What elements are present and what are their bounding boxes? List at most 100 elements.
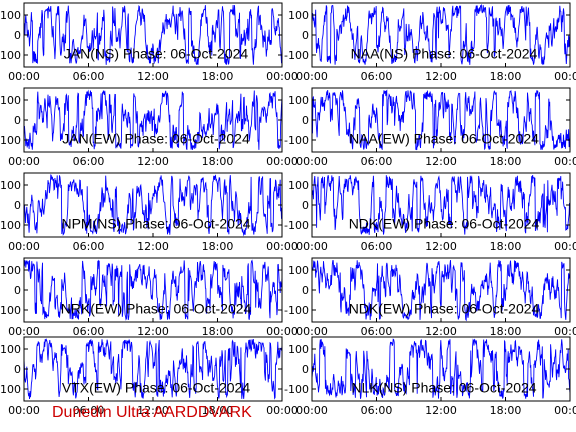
- phase-panel: 100 0 -100 00:00 06:00 12:00 18:00 00:00 NPM(NS)…: [0, 172, 298, 253]
- phase-panel: 100 0 -100 00:00 06:00 12:00 18:00 00:00 NLK(NS)…: [284, 336, 576, 417]
- y-tick-label: -100: [284, 219, 309, 232]
- x-tick-label: 00:00: [554, 70, 576, 83]
- y-tick-label: 0: [302, 29, 309, 42]
- x-tick-label: 18:00: [202, 404, 234, 417]
- footer-credit: Dunedin Ultra AARDDVARK: [52, 404, 252, 421]
- y-tick-label: -100: [0, 49, 21, 62]
- phase-panel: 100 0 -100 00:00 06:00 12:00 18:00 00:00 JAN(EW)…: [0, 87, 298, 168]
- y-tick-label: 100: [0, 264, 21, 277]
- y-tick-label: 0: [14, 363, 21, 376]
- y-tick-label: -100: [0, 383, 21, 396]
- phase-panel: 100 0 -100 00:00 06:00 12:00 18:00 00:00 NRK(EW)…: [0, 257, 298, 338]
- panel-title: NAA(EW) Phase: 06-Oct-2024: [349, 131, 539, 147]
- y-tick-label: -100: [284, 383, 309, 396]
- y-tick-label: -100: [284, 49, 309, 62]
- y-tick-label: 100: [288, 264, 309, 277]
- y-tick-label: 100: [0, 343, 21, 356]
- phase-series-line: [312, 175, 570, 235]
- x-tick-label: 12:00: [425, 325, 457, 338]
- y-tick-label: 100: [0, 9, 21, 22]
- phase-series-line: [24, 338, 282, 400]
- panel-title: NLK(NS) Phase: 06-Oct-2024: [351, 380, 536, 396]
- y-tick-label: 0: [302, 114, 309, 127]
- y-tick-label: 0: [14, 199, 21, 212]
- x-tick-label: 18:00: [202, 325, 234, 338]
- x-tick-label: 06:00: [73, 70, 105, 83]
- x-tick-label: 12:00: [425, 70, 457, 83]
- panel-title: NAA(NS) Phase: 06-Oct-2024: [351, 46, 538, 62]
- x-tick-label: 00:00: [8, 404, 40, 417]
- phase-series-line: [24, 174, 282, 237]
- y-tick-label: -100: [0, 219, 21, 232]
- y-tick-label: 0: [14, 114, 21, 127]
- phase-panel: 100 0 -100 00:00 06:00 12:00 18:00 00:00 NDK(EW)…: [284, 172, 576, 253]
- x-tick-label: 06:00: [73, 240, 105, 253]
- y-tick-label: -100: [284, 304, 309, 317]
- x-tick-label: 00:00: [266, 240, 298, 253]
- phase-panel: 100 0 -100 00:00 06:00 12:00 18:00 00:00 JAN(NS)…: [0, 2, 298, 83]
- x-tick-label: 00:00: [266, 155, 298, 168]
- x-tick-label: 00:00: [266, 70, 298, 83]
- x-tick-label: 00:00: [266, 404, 298, 417]
- x-tick-label: 00:00: [554, 240, 576, 253]
- x-tick-label: 12:00: [137, 155, 169, 168]
- x-tick-label: 00:00: [8, 240, 40, 253]
- y-tick-label: 0: [14, 29, 21, 42]
- x-tick-label: 00:00: [296, 404, 328, 417]
- panel-title: NPM(NS) Phase: 06-Oct-2024: [61, 216, 250, 232]
- phase-series-line: [24, 89, 282, 151]
- x-tick-label: 06:00: [361, 70, 393, 83]
- y-tick-label: -100: [0, 134, 21, 147]
- y-tick-label: 100: [0, 179, 21, 192]
- x-tick-label: 00:00: [296, 240, 328, 253]
- x-tick-label: 18:00: [202, 70, 234, 83]
- y-tick-label: 0: [302, 363, 309, 376]
- x-tick-label: 06:00: [361, 155, 393, 168]
- x-tick-label: 00:00: [296, 70, 328, 83]
- x-tick-label: 06:00: [73, 404, 105, 417]
- y-tick-label: 100: [288, 9, 309, 22]
- x-tick-label: 18:00: [490, 404, 522, 417]
- x-tick-label: 18:00: [490, 155, 522, 168]
- x-tick-label: 12:00: [137, 325, 169, 338]
- y-tick-label: 0: [302, 284, 309, 297]
- x-tick-label: 00:00: [8, 325, 40, 338]
- x-tick-label: 00:00: [554, 404, 576, 417]
- x-tick-label: 00:00: [296, 325, 328, 338]
- phase-panel: 100 0 -100 00:00 06:00 12:00 18:00 00:00 NAA(EW)…: [284, 87, 576, 168]
- y-tick-label: 100: [288, 179, 309, 192]
- x-tick-label: 00:00: [554, 325, 576, 338]
- phase-series-line: [312, 338, 570, 399]
- x-tick-label: 06:00: [73, 325, 105, 338]
- y-tick-label: 100: [288, 94, 309, 107]
- phase-series-line: [312, 3, 570, 66]
- x-tick-label: 18:00: [490, 240, 522, 253]
- x-tick-label: 00:00: [8, 155, 40, 168]
- x-tick-label: 12:00: [425, 240, 457, 253]
- phase-series-line: [24, 259, 282, 321]
- x-tick-label: 18:00: [202, 155, 234, 168]
- panel-title: NRK(EW) Phase: 06-Oct-2024: [61, 301, 252, 317]
- y-tick-label: 0: [14, 284, 21, 297]
- phase-panel: 100 0 -100 00:00 06:00 12:00 18:00 00:00 VTX(EW)…: [0, 336, 298, 417]
- x-tick-label: 12:00: [425, 404, 457, 417]
- x-tick-label: 00:00: [8, 70, 40, 83]
- phase-series-line: [24, 4, 282, 66]
- panel-title: NDK(EW) Phase: 06-Oct-2024: [349, 301, 540, 317]
- panel-title: JAN(NS) Phase: 06-Oct-2024: [64, 46, 249, 62]
- phase-panel: 100 0 -100 00:00 06:00 12:00 18:00 00:00 NDK(EW)…: [284, 257, 576, 338]
- x-tick-label: 12:00: [137, 240, 169, 253]
- y-tick-label: -100: [0, 304, 21, 317]
- phase-series-line: [312, 260, 570, 322]
- phase-series-line: [312, 89, 570, 151]
- x-tick-label: 00:00: [296, 155, 328, 168]
- x-tick-label: 00:00: [266, 325, 298, 338]
- x-tick-label: 12:00: [137, 404, 169, 417]
- x-tick-label: 06:00: [361, 404, 393, 417]
- x-tick-label: 06:00: [361, 325, 393, 338]
- y-tick-label: -100: [284, 134, 309, 147]
- y-tick-label: 0: [302, 199, 309, 212]
- x-tick-label: 06:00: [361, 240, 393, 253]
- x-tick-label: 06:00: [73, 155, 105, 168]
